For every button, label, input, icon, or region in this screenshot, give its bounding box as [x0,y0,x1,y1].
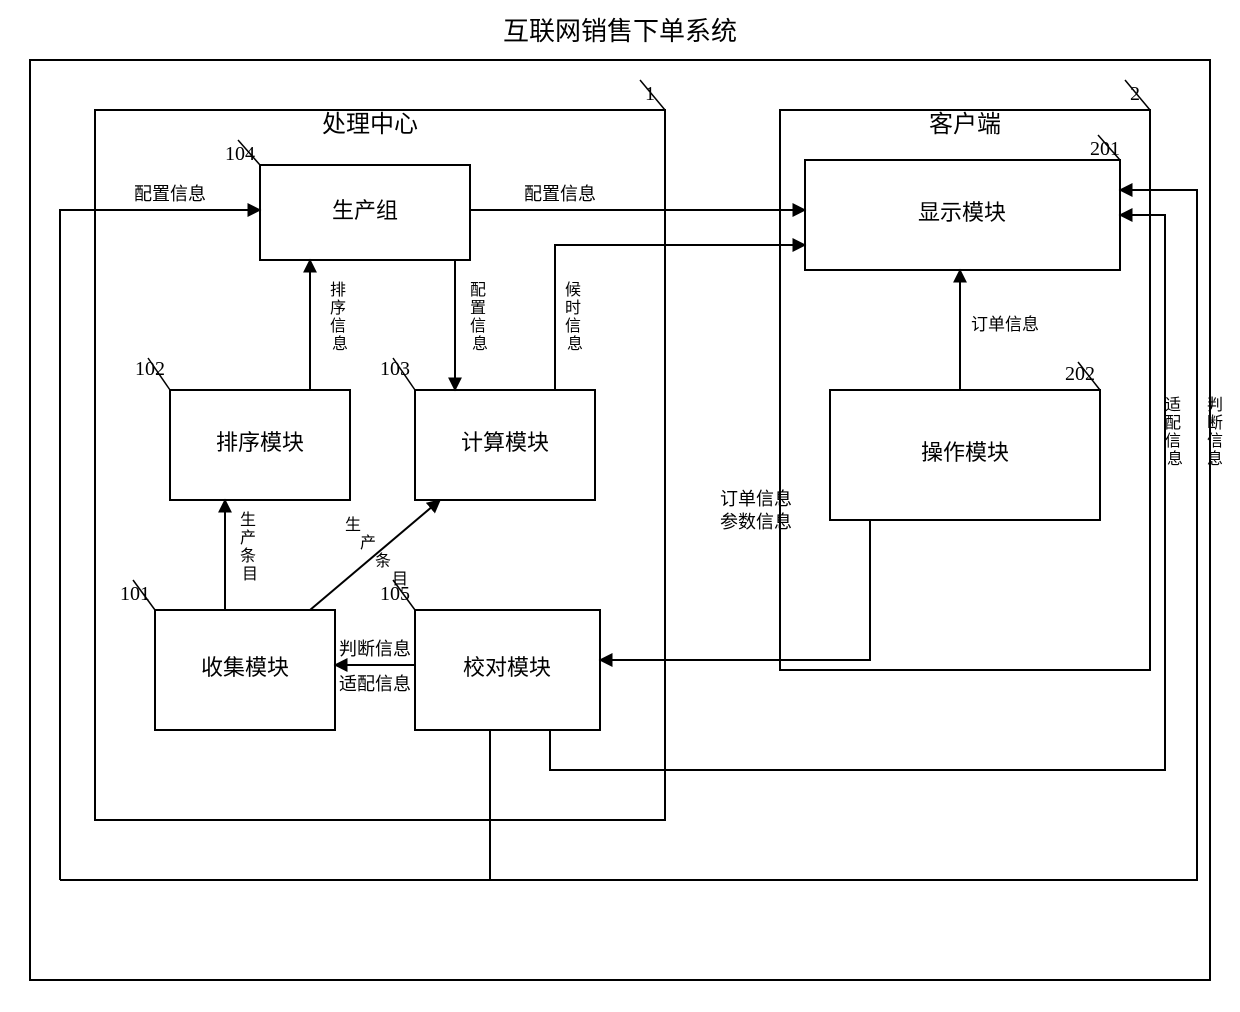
node-display-mod-ref: 201 [1090,138,1120,160]
node-calc-mod: 计算模块 103 [380,358,595,500]
node-prod-group: 生产组 104 [225,140,470,260]
edge-calc-to-display: 候 时 信 息 [555,245,805,390]
node-collect-mod: 收集模块 101 [120,580,335,730]
node-calc-mod-label: 计算模块 [461,430,549,455]
section-processing-ref: 1 [645,83,655,105]
edge-outer-to-prod: 配置信息 [60,184,260,880]
system-diagram: 互联网销售下单系统 处理中心 1 客户端 2 生产组 104 排序模块 102 … [0,0,1240,1012]
edge-collect-to-sort: 生 产 条 目 [225,500,260,610]
edge-label: 配置信息 [524,184,596,204]
edge-verify-to-display-b: 判 断 信 息 [60,190,1227,880]
edge-collect-to-calc: 生 产 条 目 [310,500,440,610]
edge-op-to-display: 订单信息 [960,270,1039,390]
edge-label: 候 时 信 息 [565,281,585,353]
node-verify-mod-label: 校对模块 [463,655,551,680]
node-collect-mod-label: 收集模块 [201,655,289,680]
node-op-mod: 操作模块 202 [830,362,1100,520]
edge-verify-to-collect: 判断信息 适配信息 [335,639,415,694]
section-client-label: 客户端 [929,111,1001,138]
edge-label: 订单信息 [720,489,792,509]
node-collect-mod-ref: 101 [120,583,150,605]
node-display-mod-label: 显示模块 [918,200,1006,225]
edge-label: 生 产 条 目 [345,516,408,588]
edge-label: 排 序 信 息 [330,281,350,353]
edge-label: 配 置 信 息 [470,281,490,353]
edge-label: 订单信息 [971,315,1039,334]
node-sort-mod: 排序模块 102 [135,358,350,500]
node-op-mod-ref: 202 [1065,363,1095,385]
edge-label: 参数信息 [720,512,792,532]
node-display-mod: 显示模块 201 [805,135,1120,270]
section-client-ref: 2 [1130,83,1140,105]
edge-label: 生 产 条 目 [240,511,260,583]
node-prod-group-label: 生产组 [332,198,398,223]
edge-label: 适 配 信 息 [1165,396,1185,468]
edge-label: 判断信息 [339,639,411,659]
edge-sort-to-prod: 排 序 信 息 [310,260,350,390]
diagram-title: 互联网销售下单系统 [503,17,737,46]
edge-label: 配置信息 [134,184,206,204]
section-processing-label: 处理中心 [322,111,418,138]
edge-label: 适配信息 [339,674,411,694]
node-verify-mod: 校对模块 105 [380,580,600,730]
node-sort-mod-label: 排序模块 [216,430,304,455]
node-op-mod-label: 操作模块 [921,440,1009,465]
edge-prod-calc-down: 配 置 信 息 [455,260,490,390]
edge-prod-to-display: 配置信息 [470,184,805,210]
